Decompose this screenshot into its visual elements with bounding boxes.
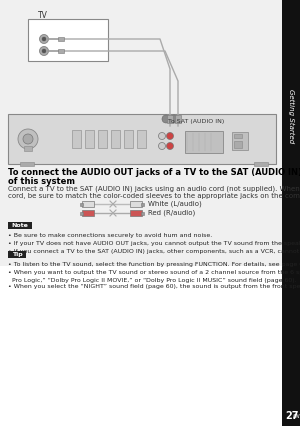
Text: • When you want to output the TV sound or stereo sound of a 2 channel source fro: • When you want to output the TV sound o…: [8, 270, 300, 275]
Circle shape: [158, 132, 166, 139]
Text: Tip: Tip: [12, 252, 22, 257]
Circle shape: [170, 115, 178, 123]
Text: White (L/audio): White (L/audio): [148, 201, 202, 207]
Bar: [130, 201, 142, 207]
Bar: [124, 130, 133, 148]
Text: cord, be sure to match the color-coded sleeves to the appropriate jacks on the c: cord, be sure to match the color-coded s…: [8, 193, 300, 199]
Bar: [234, 141, 242, 148]
Text: of this system: of this system: [8, 177, 75, 186]
Text: Red (R/audio): Red (R/audio): [148, 210, 195, 216]
Bar: [130, 210, 142, 216]
Bar: [234, 134, 242, 138]
Circle shape: [42, 49, 46, 53]
Text: To SAT (AUDIO IN): To SAT (AUDIO IN): [168, 119, 224, 124]
Bar: [72, 130, 81, 148]
Bar: [58, 49, 64, 53]
Text: 27: 27: [285, 411, 298, 421]
Text: EN: EN: [293, 414, 300, 420]
Bar: [282, 0, 300, 426]
Bar: [8, 251, 26, 258]
Bar: [58, 37, 64, 41]
Bar: [175, 115, 181, 123]
Bar: [0, 0, 282, 266]
Text: • When you select the “NIGHT” sound field (page 60), the sound is output from th: • When you select the “NIGHT” sound fiel…: [8, 284, 300, 289]
Bar: [80, 211, 83, 215]
Circle shape: [23, 134, 33, 144]
Bar: [232, 132, 248, 150]
Text: Getting Started: Getting Started: [288, 89, 294, 143]
Bar: [254, 162, 268, 166]
Circle shape: [158, 143, 166, 150]
Bar: [167, 115, 173, 123]
Text: • Be sure to make connections securely to avoid hum and noise.: • Be sure to make connections securely t…: [8, 233, 212, 238]
Circle shape: [167, 143, 173, 150]
Text: Pro Logic,” “Dolby Pro Logic II MOVIE,” or “Dolby Pro Logic II MUSIC” sound fiel: Pro Logic,” “Dolby Pro Logic II MOVIE,” …: [8, 278, 297, 283]
Text: • If your TV does not have AUDIO OUT jacks, you cannot output the TV sound from : • If your TV does not have AUDIO OUT jac…: [8, 241, 300, 246]
Circle shape: [42, 37, 46, 41]
Bar: [8, 222, 32, 229]
Bar: [141, 202, 144, 205]
Text: Note: Note: [12, 223, 28, 228]
Bar: [98, 130, 107, 148]
Bar: [85, 130, 94, 148]
Circle shape: [18, 129, 38, 149]
Bar: [24, 146, 32, 151]
Circle shape: [40, 35, 49, 43]
Bar: [82, 210, 94, 216]
Bar: [137, 130, 146, 148]
Text: • If you connect a TV to the SAT (AUDIO IN) jacks, other components, such as a V: • If you connect a TV to the SAT (AUDIO …: [8, 249, 300, 254]
Bar: [80, 202, 83, 205]
Text: TV: TV: [38, 11, 48, 20]
Bar: [282, 0, 300, 36]
Circle shape: [40, 46, 49, 55]
Bar: [20, 162, 34, 166]
Text: • To listen to the TV sound, select the function by pressing FUNCTION. For detai: • To listen to the TV sound, select the …: [8, 262, 300, 267]
Bar: [185, 131, 223, 153]
Bar: [28, 19, 108, 61]
Text: Connect a TV to the SAT (AUDIO IN) jacks using an audio cord (not supplied). Whe: Connect a TV to the SAT (AUDIO IN) jacks…: [8, 186, 300, 193]
Bar: [82, 201, 94, 207]
Bar: [111, 130, 120, 148]
Text: To connect the AUDIO OUT jacks of a TV to the SAT (AUDIO IN) jacks: To connect the AUDIO OUT jacks of a TV t…: [8, 168, 300, 177]
Circle shape: [167, 132, 173, 139]
Circle shape: [162, 115, 170, 123]
Bar: [8, 114, 276, 164]
Bar: [141, 211, 144, 215]
